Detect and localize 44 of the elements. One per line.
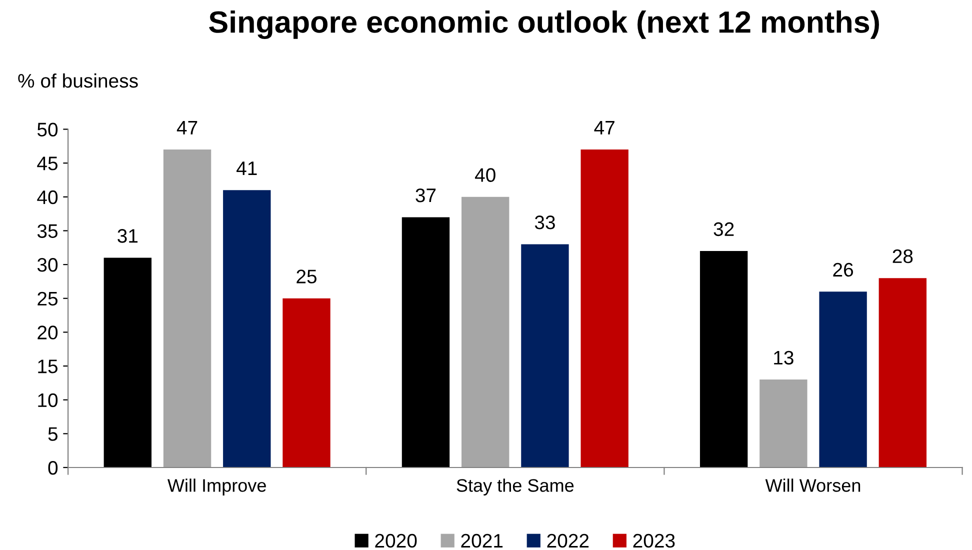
x-tick-label: Will Improve: [168, 478, 266, 496]
bar: [580, 150, 628, 468]
data-label: 37: [416, 188, 436, 202]
legend-label: 2021: [461, 534, 503, 548]
y-tick-label: 50: [37, 122, 58, 136]
bar: [878, 278, 927, 468]
legend-label: 2023: [633, 534, 675, 548]
bar: [282, 298, 330, 468]
bar: [700, 251, 748, 468]
bar: [104, 258, 152, 468]
data-label: 40: [474, 168, 496, 182]
chart-title: Singapore economic outlook (next 12 months): [209, 10, 879, 40]
y-tick-label: 35: [37, 224, 58, 238]
y-tick-label: 45: [37, 156, 58, 170]
y-tick-label: 20: [38, 326, 58, 340]
y-tick-label: 0: [48, 460, 58, 475]
data-label: 32: [714, 222, 734, 236]
y-tick-label: 5: [48, 427, 58, 441]
legend-label: 2020: [375, 534, 417, 548]
data-label: 26: [833, 262, 854, 277]
y-tick-label: 10: [38, 393, 58, 408]
bar: [402, 217, 450, 468]
bar: [163, 150, 212, 468]
bar: [223, 190, 271, 468]
data-label: 47: [594, 121, 614, 134]
bar: [462, 196, 510, 468]
data-label: 13: [774, 350, 794, 365]
data-label: 41: [236, 162, 257, 175]
data-label: 25: [296, 270, 317, 284]
y-tick-label: 25: [38, 292, 58, 306]
y-axis-title: % of business: [18, 73, 138, 88]
bar: [819, 292, 867, 468]
data-label: 31: [118, 229, 138, 243]
y-tick-label: 40: [37, 190, 58, 204]
x-tick-label: Will Worsen: [765, 478, 860, 492]
bar: [760, 380, 808, 468]
data-label: 47: [176, 121, 198, 134]
legend-label: 2022: [547, 534, 589, 548]
data-label: 33: [534, 216, 555, 230]
y-tick-label: 15: [38, 360, 58, 374]
data-label: 28: [892, 249, 913, 264]
x-tick-label: Stay the Same: [456, 478, 574, 496]
bar: [521, 244, 569, 468]
y-tick-label: 30: [37, 258, 58, 272]
